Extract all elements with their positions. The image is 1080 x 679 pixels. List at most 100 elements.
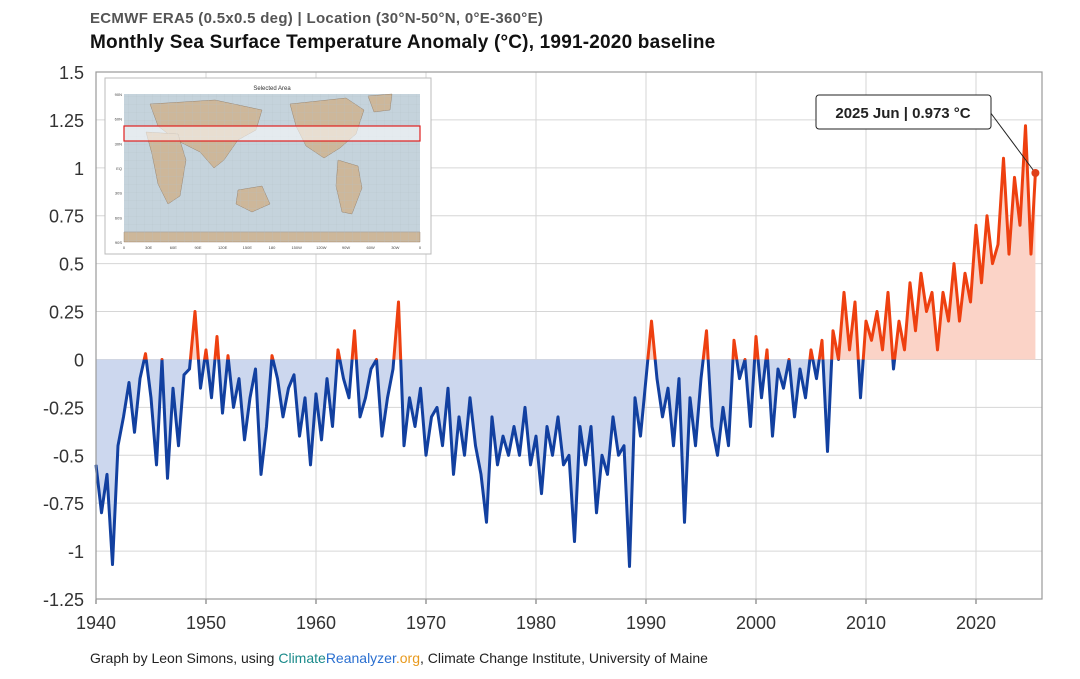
data-point: [425, 454, 427, 457]
data-point: [755, 335, 757, 338]
data-point: [689, 397, 691, 399]
credit-site-reanalyzer[interactable]: Reanalyzer: [325, 650, 396, 666]
y-tick-label: -0.5: [53, 446, 84, 466]
data-point: [590, 425, 592, 428]
data-point: [969, 301, 972, 303]
data-point: [315, 393, 317, 395]
inset-lon-label: 60W: [367, 245, 375, 250]
x-tick-label: 1950: [186, 613, 226, 633]
data-point: [298, 435, 301, 437]
data-point: [260, 473, 262, 476]
data-point: [430, 416, 433, 418]
data-point: [403, 444, 405, 447]
data-point: [161, 358, 163, 361]
data-point: [249, 397, 251, 399]
data-point: [810, 349, 812, 351]
anomaly-line: [94, 124, 1037, 568]
data-point: [562, 464, 565, 466]
data-point: [881, 349, 884, 351]
annotation-label: 2025 Jun | 0.973 °C: [835, 105, 970, 122]
inset-lon-label: 30W: [391, 245, 399, 250]
negative-anomaly-line: [94, 359, 897, 568]
data-point: [865, 320, 867, 322]
data-point: [722, 406, 724, 409]
data-point: [342, 377, 345, 380]
y-tick-label: 0.5: [59, 255, 84, 275]
data-point: [991, 262, 994, 265]
data-point: [848, 349, 851, 351]
data-point: [419, 387, 422, 390]
credit-site-climate[interactable]: Climate: [278, 650, 326, 666]
data-point: [920, 272, 922, 275]
inset-lat-label: 60N: [115, 117, 122, 122]
data-point: [397, 301, 400, 303]
chart-area: 1.5 1.25 1 0.75 0.5 0.25 0 -0.25 -0.5 -0.75 -1 -1.2…: [43, 63, 1043, 633]
data-point: [496, 464, 499, 466]
data-point: [733, 339, 735, 342]
data-point: [293, 374, 295, 376]
data-point: [832, 329, 834, 332]
data-point: [331, 425, 334, 428]
inset-lon-label: 120W: [316, 245, 327, 250]
data-point: [892, 368, 895, 370]
data-point: [639, 435, 642, 437]
data-point: [760, 397, 763, 399]
data-point: [958, 320, 961, 322]
data-point: [194, 310, 196, 313]
data-point: [100, 512, 103, 514]
y-tick-label: 1.5: [59, 63, 84, 83]
data-point: [980, 282, 983, 284]
data-point: [799, 368, 801, 370]
data-point: [447, 387, 449, 390]
annotation-leader: [989, 111, 1036, 174]
data-point: [744, 358, 746, 361]
data-point: [727, 444, 730, 447]
data-point: [441, 444, 444, 447]
x-tick-label: 1940: [76, 613, 116, 633]
inset-lat-label: 30S: [115, 191, 122, 196]
data-point: [936, 349, 939, 351]
data-point: [661, 416, 664, 418]
data-point: [370, 368, 372, 370]
chart-title: Monthly Sea Surface Temperature Anomaly …: [90, 32, 716, 53]
data-point: [238, 377, 240, 380]
data-point: [568, 454, 570, 457]
credit-site-org[interactable]: .org: [395, 650, 420, 666]
y-tick-label: 1.25: [49, 111, 84, 131]
inset-lon-label: 120E: [218, 245, 228, 250]
data-point: [870, 339, 873, 342]
data-point: [579, 425, 581, 428]
data-point: [304, 397, 306, 399]
data-point: [815, 377, 818, 380]
data-point: [458, 416, 460, 418]
data-point: [694, 444, 697, 447]
data-point: [463, 454, 466, 457]
data-point: [914, 329, 917, 332]
chart-subtitle: ECMWF ERA5 (0.5x0.5 deg) | Location (30°…: [90, 10, 544, 27]
data-point: [909, 282, 911, 284]
data-point: [309, 464, 312, 466]
data-point: [337, 349, 339, 351]
data-point: [216, 335, 218, 338]
data-point: [793, 416, 796, 418]
data-point: [903, 349, 906, 351]
data-point: [947, 320, 950, 322]
inset-lat-label: 90N: [115, 92, 122, 97]
data-point: [843, 291, 845, 294]
data-point: [931, 291, 933, 294]
data-point: [1024, 124, 1027, 127]
data-point: [584, 464, 587, 466]
data-point: [771, 435, 774, 437]
data-point: [348, 397, 350, 399]
data-point: [243, 439, 246, 441]
inset-lon-label: 150E: [243, 245, 253, 250]
y-tick-label: 1: [74, 159, 84, 179]
inset-lon-label: 90E: [194, 245, 201, 250]
data-point: [205, 349, 207, 351]
data-point: [133, 431, 136, 434]
data-point: [766, 349, 768, 351]
data-point: [502, 435, 504, 437]
data-point: [777, 368, 779, 370]
data-point: [518, 454, 521, 457]
value-annotation: 2025 Jun | 0.973 °C: [815, 94, 1040, 177]
